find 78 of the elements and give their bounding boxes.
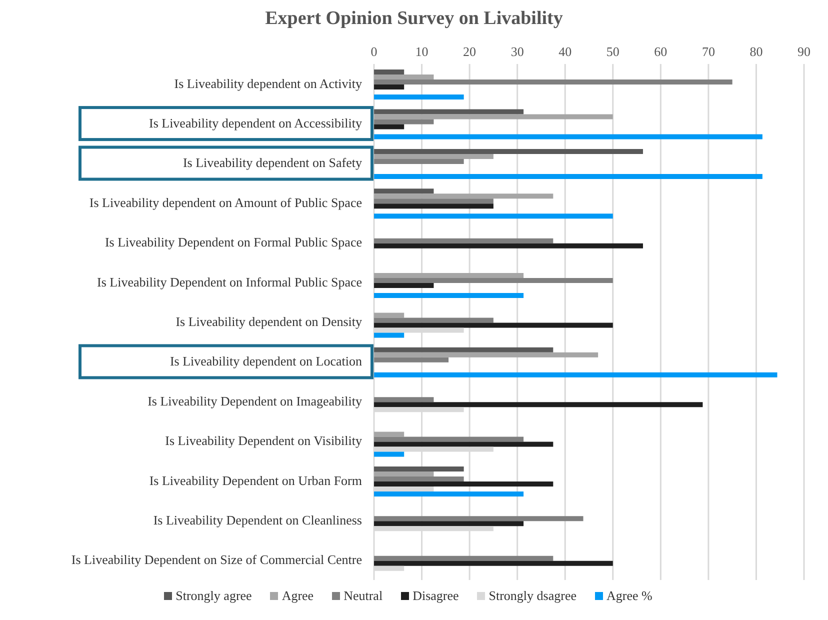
chart-title: Expert Opinion Survey on Livability bbox=[264, 8, 564, 31]
bar bbox=[374, 372, 778, 378]
bar bbox=[374, 556, 554, 561]
y-tick-label: Is Liveability Dependent on Cleanliness bbox=[153, 512, 362, 528]
bar bbox=[374, 283, 434, 288]
y-tick-label: Is Liveability Dependent on Visibility bbox=[165, 433, 362, 448]
y-tick-label: Is Liveability dependent on Amount of Public Space bbox=[89, 194, 362, 210]
bar bbox=[374, 109, 524, 114]
bar bbox=[374, 94, 464, 100]
bar bbox=[374, 188, 434, 194]
bar bbox=[374, 204, 494, 209]
bar bbox=[374, 119, 434, 124]
y-tick-label: Is Liveability dependent on Density bbox=[176, 314, 362, 329]
y-tick-label: Is Liveability Dependent on Formal Public Space bbox=[104, 234, 362, 250]
y-tick-label: Is Liveability Dependent on Urban Form bbox=[149, 472, 362, 488]
bar bbox=[374, 293, 524, 298]
bar bbox=[374, 278, 613, 284]
bar bbox=[374, 521, 524, 526]
x-tick-label: 30 bbox=[510, 44, 524, 59]
bar bbox=[374, 481, 554, 486]
bar bbox=[374, 134, 762, 140]
bar bbox=[374, 148, 643, 154]
bar bbox=[374, 332, 404, 338]
bar bbox=[374, 214, 613, 219]
legend-label: Agree bbox=[282, 588, 314, 604]
bar bbox=[374, 158, 464, 164]
bar bbox=[374, 560, 613, 566]
bar bbox=[374, 432, 404, 437]
bar bbox=[374, 352, 598, 358]
bar bbox=[374, 312, 404, 318]
y-tick-label: Is Liveability dependent on Safety bbox=[182, 155, 362, 170]
y-tick-label: Is Liveability dependent on Activity bbox=[174, 76, 362, 91]
y-tick-label: Is Liveability Dependent on Informal Public Space bbox=[97, 274, 362, 290]
x-tick-label: 70 bbox=[702, 44, 715, 59]
bar bbox=[374, 397, 434, 402]
x-tick-label: 40 bbox=[558, 44, 572, 59]
bar bbox=[374, 114, 613, 120]
legend-label: Agree % bbox=[606, 588, 652, 604]
bar bbox=[374, 74, 434, 80]
bar bbox=[374, 198, 494, 204]
bar bbox=[374, 471, 434, 476]
bar bbox=[374, 243, 643, 248]
bar bbox=[374, 154, 494, 159]
y-tick-label: Is Liveability dependent on Location bbox=[170, 354, 362, 369]
bar bbox=[374, 84, 404, 90]
legend-label: Strongly agree bbox=[176, 588, 252, 604]
bar bbox=[374, 124, 404, 130]
bar bbox=[374, 476, 464, 482]
bar bbox=[374, 273, 524, 278]
x-tick-label: 0 bbox=[370, 44, 378, 59]
y-tick-label: Is Liveability Dependent on Imageability bbox=[148, 393, 362, 408]
bar bbox=[374, 318, 494, 323]
legend-label: Disagree bbox=[412, 588, 459, 604]
bar bbox=[374, 174, 762, 179]
bar bbox=[374, 238, 554, 244]
bar bbox=[374, 322, 613, 328]
bar bbox=[374, 491, 524, 496]
bar bbox=[374, 452, 404, 457]
legend-label: Neutral bbox=[344, 588, 383, 604]
bar bbox=[374, 402, 703, 408]
bar bbox=[374, 70, 404, 75]
x-tick-label: 50 bbox=[606, 44, 620, 59]
x-tick-label: 60 bbox=[654, 44, 668, 59]
x-tick-label: 20 bbox=[463, 44, 476, 59]
bar bbox=[374, 466, 464, 472]
bar bbox=[374, 357, 449, 362]
x-tick-label: 10 bbox=[415, 44, 428, 59]
x-tick-label: 90 bbox=[798, 44, 810, 59]
y-tick-label: Is Liveability Dependent on Size of Commercial Centre bbox=[71, 552, 362, 568]
bar bbox=[374, 442, 554, 447]
bar bbox=[374, 80, 732, 85]
bar bbox=[374, 516, 584, 522]
bar bbox=[374, 194, 554, 199]
bar bbox=[374, 436, 524, 442]
y-tick-label: Is Liveability dependent on Accessibility bbox=[148, 116, 362, 131]
x-tick-label: 80 bbox=[750, 44, 763, 59]
legend-label: Strongly dsagree bbox=[488, 588, 576, 604]
bar bbox=[374, 347, 554, 352]
